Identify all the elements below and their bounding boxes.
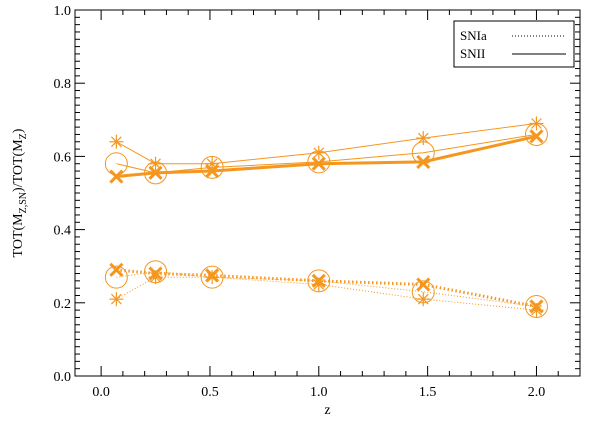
chart-axes: 0.0 0.5 1.0 1.5 2.0 0.0 0.2 0.4 0.6 0.8 1.0 bbox=[54, 4, 581, 400]
series-line bbox=[116, 133, 537, 174]
series-line bbox=[116, 271, 537, 307]
star-marker-stroke bbox=[417, 132, 429, 144]
x-marker-stroke bbox=[205, 268, 220, 283]
star-marker-stroke bbox=[150, 158, 161, 170]
x-tick-label: 0.5 bbox=[201, 385, 219, 400]
y-tick-label: 0.0 bbox=[54, 370, 72, 385]
series-line bbox=[116, 268, 537, 308]
series-line bbox=[116, 123, 537, 165]
x-tick-label: 1.5 bbox=[419, 385, 437, 400]
y-axis-label-subscript: Z bbox=[18, 133, 29, 139]
y-tick-label: 0.4 bbox=[54, 224, 72, 239]
star-marker-stroke bbox=[313, 147, 325, 159]
x-marker-stroke bbox=[205, 163, 220, 179]
y-axis-label: TOT(MZ,SN)/TOT(MZ) bbox=[11, 128, 29, 257]
circle-marker bbox=[200, 265, 224, 289]
y-axis-label-subscript: Z,SN bbox=[18, 192, 29, 213]
circle-marker bbox=[524, 122, 548, 146]
y-tick-label: 0.2 bbox=[54, 297, 72, 312]
star-marker-stroke bbox=[531, 304, 542, 316]
x-marker-stroke bbox=[416, 154, 431, 169]
x-marker-stroke bbox=[109, 169, 124, 184]
x-marker-stroke bbox=[311, 156, 326, 171]
x-marker-stroke bbox=[529, 129, 544, 144]
circle-marker bbox=[411, 280, 435, 304]
series-snii-circle bbox=[104, 122, 548, 185]
circle-marker bbox=[104, 265, 128, 289]
x-marker-stroke bbox=[311, 273, 326, 288]
y-axis-label-part: )/TOT(M bbox=[11, 139, 26, 192]
chart-marks bbox=[104, 116, 548, 318]
y-tick-label: 0.6 bbox=[54, 150, 72, 165]
axis-labels: z TOT(MZ,SN)/TOT(MZ) bbox=[11, 128, 331, 418]
legend-label-snii: SNII bbox=[460, 46, 485, 61]
series-line bbox=[116, 276, 537, 311]
series-line bbox=[116, 134, 537, 178]
series-snia-x bbox=[109, 262, 544, 314]
legend: SNIa SNII bbox=[453, 20, 575, 68]
series-snia-circle bbox=[104, 260, 548, 318]
y-axis-label-part: ) bbox=[11, 128, 26, 133]
star-marker-stroke bbox=[150, 271, 161, 283]
x-marker-stroke bbox=[148, 266, 163, 281]
y-tick-label: 0.8 bbox=[54, 77, 72, 92]
circle-marker bbox=[307, 150, 331, 174]
circle-marker bbox=[524, 294, 548, 318]
star-marker-stroke bbox=[110, 136, 122, 148]
star-marker-stroke bbox=[313, 279, 325, 290]
x-marker-stroke bbox=[109, 262, 124, 277]
circle-marker bbox=[200, 155, 224, 179]
circle-marker bbox=[104, 152, 128, 176]
x-axis-label: z bbox=[324, 403, 330, 418]
y-axis-label-part: TOT(M bbox=[11, 213, 26, 258]
circle-marker bbox=[307, 269, 331, 293]
x-tick-label: 1.0 bbox=[310, 385, 328, 400]
star-marker-stroke bbox=[110, 293, 122, 305]
legend-box bbox=[453, 20, 575, 68]
legend-label-snia: SNIa bbox=[460, 28, 487, 43]
y-tick-label: 1.0 bbox=[54, 4, 72, 19]
series-snii-x bbox=[109, 129, 544, 184]
x-marker-stroke bbox=[416, 277, 431, 292]
x-marker-stroke bbox=[148, 165, 163, 180]
series-snia-star bbox=[109, 270, 544, 318]
x-tick-label: 2.0 bbox=[528, 385, 546, 400]
x-tick-label: 0.0 bbox=[92, 385, 110, 400]
x-marker-stroke bbox=[529, 299, 544, 314]
